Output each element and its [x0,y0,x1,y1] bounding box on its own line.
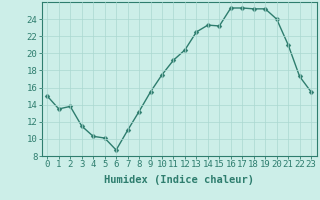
X-axis label: Humidex (Indice chaleur): Humidex (Indice chaleur) [104,175,254,185]
